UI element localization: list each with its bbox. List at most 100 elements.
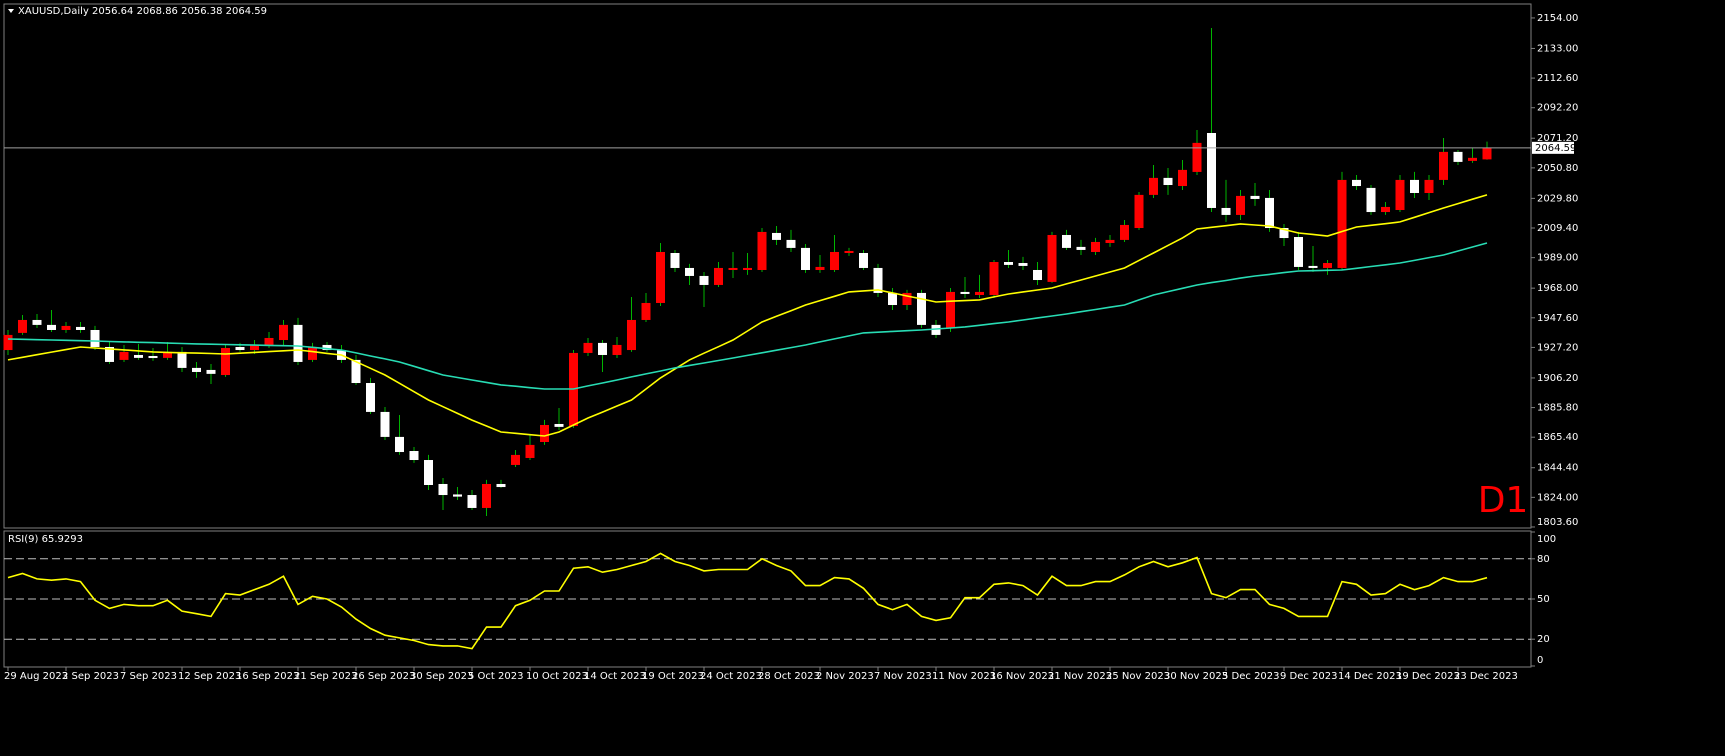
candle-body bbox=[1395, 179, 1405, 210]
title-marker bbox=[8, 9, 14, 13]
candle-body bbox=[1047, 234, 1057, 282]
candle-body bbox=[699, 275, 709, 285]
y-tick-label: 1824.00 bbox=[1537, 492, 1578, 503]
candle-body bbox=[772, 232, 781, 240]
y-tick-label: 1947.60 bbox=[1537, 313, 1578, 324]
line-series bbox=[7, 194, 1488, 437]
candle-body bbox=[409, 451, 419, 461]
x-tick-label: 11 Nov 2023 bbox=[932, 671, 996, 682]
y-tick-label: 100 bbox=[1537, 534, 1556, 545]
candle-body bbox=[786, 239, 796, 248]
rsi-title: RSI(9) 65.9293 bbox=[8, 534, 83, 545]
candle-body bbox=[453, 494, 462, 497]
y-tick-label: 80 bbox=[1537, 554, 1550, 565]
candle-body bbox=[888, 292, 897, 306]
y-tick-label: 2029.80 bbox=[1537, 193, 1578, 204]
candle-body bbox=[540, 425, 549, 442]
y-tick-label: 1906.20 bbox=[1537, 373, 1578, 384]
candle-body bbox=[1279, 228, 1289, 239]
line-series bbox=[7, 552, 1488, 650]
candle-body bbox=[1468, 157, 1477, 161]
candle-body bbox=[192, 367, 201, 372]
y-tick-label: 1844.40 bbox=[1537, 463, 1578, 474]
y-tick-label: 1989.00 bbox=[1537, 253, 1578, 264]
x-tick-label: 14 Dec 2023 bbox=[1338, 671, 1402, 682]
candle-body bbox=[61, 325, 71, 330]
candle-body bbox=[1410, 179, 1419, 194]
candle-body bbox=[1221, 207, 1231, 215]
last-price-label: 2064.59 bbox=[1535, 143, 1576, 154]
x-tick-label: 30 Nov 2023 bbox=[1164, 671, 1228, 682]
x-tick-label: 19 Dec 2023 bbox=[1396, 671, 1460, 682]
x-tick-label: 16 Nov 2023 bbox=[990, 671, 1054, 682]
x-tick-label: 24 Oct 2023 bbox=[700, 671, 762, 682]
candle-body bbox=[395, 436, 404, 453]
candle-body bbox=[757, 231, 767, 270]
y-tick-label: 50 bbox=[1537, 594, 1550, 605]
candle-body bbox=[685, 267, 694, 276]
candle-body bbox=[1236, 195, 1245, 215]
candle-body bbox=[1076, 246, 1086, 250]
candle-body bbox=[1163, 177, 1173, 186]
x-tick-label: 2 Sep 2023 bbox=[62, 671, 119, 682]
candle-body bbox=[76, 326, 85, 330]
chart-title: XAUUSD,Daily 2056.64 2068.86 2056.38 206… bbox=[18, 6, 267, 17]
candle-body bbox=[221, 348, 230, 376]
x-tick-label: 30 Sep 2023 bbox=[410, 671, 473, 682]
y-tick-label: 2071.20 bbox=[1537, 133, 1578, 144]
candle-body bbox=[1250, 195, 1260, 199]
y-tick-label: 2133.00 bbox=[1537, 43, 1578, 54]
candle-body bbox=[134, 354, 143, 358]
candle-body bbox=[1120, 224, 1129, 240]
x-tick-label: 2 Nov 2023 bbox=[816, 671, 874, 682]
candle-body bbox=[583, 342, 593, 353]
x-tick-label: 21 Nov 2023 bbox=[1048, 671, 1112, 682]
candle-body bbox=[1308, 265, 1318, 268]
candle-body bbox=[1323, 263, 1332, 268]
candle-body bbox=[931, 324, 941, 335]
y-tick-label: 1927.20 bbox=[1537, 342, 1578, 353]
y-tick-label: 1865.40 bbox=[1537, 432, 1578, 443]
candle-body bbox=[1178, 169, 1187, 187]
candle-body bbox=[975, 291, 984, 295]
candle-body bbox=[1192, 142, 1202, 172]
candle-body bbox=[1207, 133, 1216, 208]
x-tick-label: 25 Nov 2023 bbox=[1106, 671, 1170, 682]
candle-body bbox=[859, 252, 868, 268]
y-tick-label: 2092.20 bbox=[1537, 103, 1578, 114]
candle-body bbox=[670, 252, 680, 268]
candle-body bbox=[1294, 237, 1303, 267]
x-tick-label: 21 Sep 2023 bbox=[294, 671, 357, 682]
candle-body bbox=[250, 344, 259, 351]
candle-body bbox=[1482, 147, 1492, 160]
candle-body bbox=[1424, 179, 1434, 194]
x-tick-label: 19 Oct 2023 bbox=[642, 671, 704, 682]
x-tick-label: 29 Aug 2023 bbox=[4, 671, 68, 682]
candle-body bbox=[308, 346, 317, 360]
candle-body bbox=[830, 251, 839, 270]
candle-body bbox=[18, 319, 27, 333]
x-tick-label: 7 Sep 2023 bbox=[120, 671, 177, 682]
x-tick-label: 26 Sep 2023 bbox=[352, 671, 415, 682]
x-tick-label: 23 Dec 2023 bbox=[1454, 671, 1518, 682]
candle-body bbox=[728, 267, 738, 270]
candle-body bbox=[1366, 187, 1376, 213]
x-tick-label: 16 Sep 2023 bbox=[236, 671, 299, 682]
candle-body bbox=[1149, 177, 1158, 195]
candle-body bbox=[960, 291, 970, 294]
candle-body bbox=[1134, 194, 1144, 229]
candle-body bbox=[902, 292, 912, 306]
candle-body bbox=[1453, 151, 1463, 162]
candle-body bbox=[105, 346, 114, 362]
candle-body bbox=[554, 423, 564, 427]
line-series bbox=[7, 242, 1488, 390]
x-tick-label: 28 Oct 2023 bbox=[758, 671, 820, 682]
candle-body bbox=[47, 324, 56, 330]
y-tick-label: 2009.40 bbox=[1537, 223, 1578, 234]
candle-body bbox=[1033, 269, 1042, 281]
candle-body bbox=[32, 319, 42, 325]
candle-body bbox=[1018, 263, 1028, 266]
